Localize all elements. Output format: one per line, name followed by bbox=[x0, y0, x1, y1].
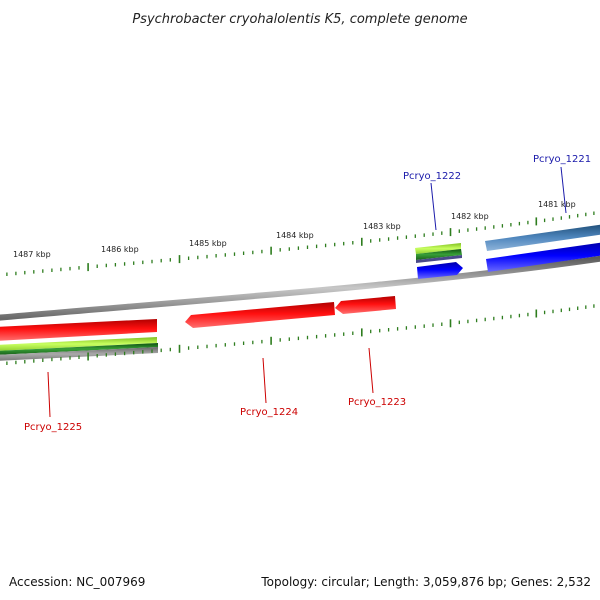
kbp-label-1484: 1484 kbp bbox=[276, 231, 314, 240]
gene-label-pcryo-1221[interactable]: Pcryo_1221 bbox=[533, 154, 591, 165]
reverse-strand-features bbox=[0, 296, 396, 361]
gene-labels: Pcryo_1222 Pcryo_1221 Pcryo_1225 Pcryo_1… bbox=[24, 154, 591, 433]
forward-strand-features bbox=[415, 224, 600, 279]
gene-label-pcryo-1223[interactable]: Pcryo_1223 bbox=[348, 397, 406, 408]
gene-bar-small-grey bbox=[416, 255, 462, 263]
leader-pcryo-1224 bbox=[262, 357, 267, 404]
leader-pcryo-1223 bbox=[368, 347, 374, 394]
gene-label-pcryo-1222[interactable]: Pcryo_1222 bbox=[403, 171, 461, 182]
kbp-label-1487: 1487 kbp bbox=[13, 250, 51, 259]
rna-bar-light-left bbox=[0, 337, 157, 351]
outer-tick-marks bbox=[6, 211, 595, 276]
gene-bar-grey-left bbox=[0, 347, 158, 361]
leader-pcryo-1221 bbox=[560, 166, 567, 214]
inner-tick-marks bbox=[6, 304, 595, 365]
kbp-label-1483: 1483 kbp bbox=[363, 222, 401, 231]
rna-bar-dark-left bbox=[0, 343, 158, 355]
leader-pcryo-1222 bbox=[430, 182, 437, 231]
genome-summary-text: Topology: circular; Length: 3,059,876 bp… bbox=[261, 575, 591, 589]
rna-bar-light bbox=[415, 243, 461, 254]
cds-arrow-pcryo-1224 bbox=[185, 302, 335, 328]
accession-text: Accession: NC_007969 bbox=[9, 575, 146, 589]
kbp-label-1486: 1486 kbp bbox=[101, 245, 139, 254]
gene-label-pcryo-1225[interactable]: Pcryo_1225 bbox=[24, 422, 82, 433]
gene-label-pcryo-1224[interactable]: Pcryo_1224 bbox=[240, 407, 298, 418]
cds-bar-pcryo-1221 bbox=[486, 242, 600, 272]
kbp-labels: 1487 kbp 1486 kbp 1485 kbp 1484 kbp 1483… bbox=[13, 200, 576, 259]
cds-arrow-pcryo-1223 bbox=[335, 296, 396, 314]
leader-pcryo-1225 bbox=[47, 371, 51, 418]
cds-arrow-pcryo-1222 bbox=[417, 262, 463, 279]
kbp-label-1481: 1481 kbp bbox=[538, 200, 576, 209]
map-title: Psychrobacter cryohalolentis K5, complet… bbox=[132, 12, 467, 27]
gene-bar-pcryo-1221-gene bbox=[485, 224, 600, 251]
kbp-label-1485: 1485 kbp bbox=[189, 239, 227, 248]
genome-backbone bbox=[0, 255, 600, 321]
kbp-label-1482: 1482 kbp bbox=[451, 212, 489, 221]
cds-bar-pcryo-1225 bbox=[0, 319, 157, 341]
gene-label-leaders bbox=[47, 166, 567, 418]
rna-bar-dark bbox=[416, 249, 462, 260]
